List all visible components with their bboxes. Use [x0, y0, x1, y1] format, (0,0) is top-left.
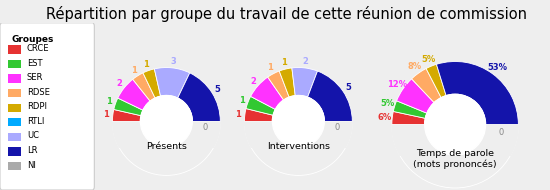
Wedge shape	[143, 69, 161, 98]
Text: 5: 5	[214, 85, 221, 94]
Text: EST: EST	[27, 59, 42, 68]
Wedge shape	[437, 62, 518, 125]
Bar	[8, 60, 21, 68]
Bar	[8, 147, 21, 156]
Text: 1: 1	[235, 110, 241, 119]
Text: 5%: 5%	[421, 55, 436, 64]
Circle shape	[272, 96, 324, 147]
Circle shape	[272, 96, 324, 147]
Text: 12%: 12%	[387, 80, 406, 89]
Text: Groupes: Groupes	[12, 35, 54, 44]
Text: RTLI: RTLI	[27, 117, 45, 126]
Text: 1: 1	[103, 110, 109, 119]
Wedge shape	[112, 121, 221, 175]
Text: Présents: Présents	[146, 142, 187, 151]
Wedge shape	[178, 73, 221, 121]
Text: 5%: 5%	[380, 99, 394, 108]
Wedge shape	[133, 73, 155, 101]
Wedge shape	[279, 68, 295, 97]
Text: RDPI: RDPI	[27, 102, 47, 111]
Text: 2: 2	[302, 57, 309, 66]
Text: Temps de parole
(mots prononcés): Temps de parole (mots prononcés)	[413, 149, 497, 169]
Wedge shape	[307, 71, 353, 121]
Circle shape	[425, 94, 486, 155]
Wedge shape	[292, 67, 317, 97]
Bar	[8, 45, 21, 54]
Text: 0: 0	[334, 124, 340, 132]
Text: 0: 0	[498, 128, 503, 137]
Text: 2: 2	[116, 79, 122, 88]
Bar	[8, 104, 21, 112]
Wedge shape	[246, 96, 276, 115]
Text: 3: 3	[170, 57, 176, 66]
Bar	[8, 89, 21, 97]
Text: 1: 1	[144, 60, 150, 69]
Text: UC: UC	[27, 131, 39, 140]
Circle shape	[140, 96, 192, 147]
Wedge shape	[112, 121, 221, 176]
FancyBboxPatch shape	[0, 23, 95, 190]
Bar	[8, 133, 21, 141]
Circle shape	[140, 96, 192, 147]
Bar	[8, 118, 21, 127]
Wedge shape	[268, 71, 289, 100]
Bar	[8, 74, 21, 83]
Wedge shape	[392, 112, 426, 125]
Wedge shape	[118, 79, 150, 110]
Wedge shape	[155, 67, 190, 98]
Text: Répartition par groupe du travail de cette réunion de commission: Répartition par groupe du travail de cet…	[46, 6, 526, 22]
Wedge shape	[244, 108, 273, 121]
Wedge shape	[411, 69, 441, 103]
Text: 0: 0	[202, 124, 208, 132]
Text: 5: 5	[345, 83, 351, 92]
Text: 1: 1	[281, 58, 287, 67]
Wedge shape	[112, 109, 141, 121]
Bar	[8, 162, 21, 170]
Text: SER: SER	[27, 73, 43, 82]
Circle shape	[425, 94, 486, 155]
Wedge shape	[393, 101, 427, 118]
Wedge shape	[426, 64, 446, 98]
Wedge shape	[114, 98, 143, 116]
Text: 1: 1	[106, 97, 112, 106]
Wedge shape	[244, 121, 353, 176]
Text: 53%: 53%	[487, 63, 507, 72]
Text: 1: 1	[131, 66, 137, 75]
Text: Interventions: Interventions	[267, 142, 330, 151]
Text: 8%: 8%	[407, 63, 421, 71]
Text: LR: LR	[27, 146, 37, 155]
Text: CRCE: CRCE	[27, 44, 50, 53]
Text: 1: 1	[267, 63, 273, 72]
Wedge shape	[251, 77, 284, 109]
Wedge shape	[392, 125, 519, 188]
Wedge shape	[244, 121, 353, 175]
Text: RDSE: RDSE	[27, 88, 50, 97]
Text: NI: NI	[27, 161, 36, 170]
Text: 1: 1	[239, 96, 245, 105]
Wedge shape	[397, 79, 435, 113]
Text: 6%: 6%	[377, 113, 392, 122]
Wedge shape	[391, 125, 519, 189]
Text: 2: 2	[250, 77, 256, 86]
